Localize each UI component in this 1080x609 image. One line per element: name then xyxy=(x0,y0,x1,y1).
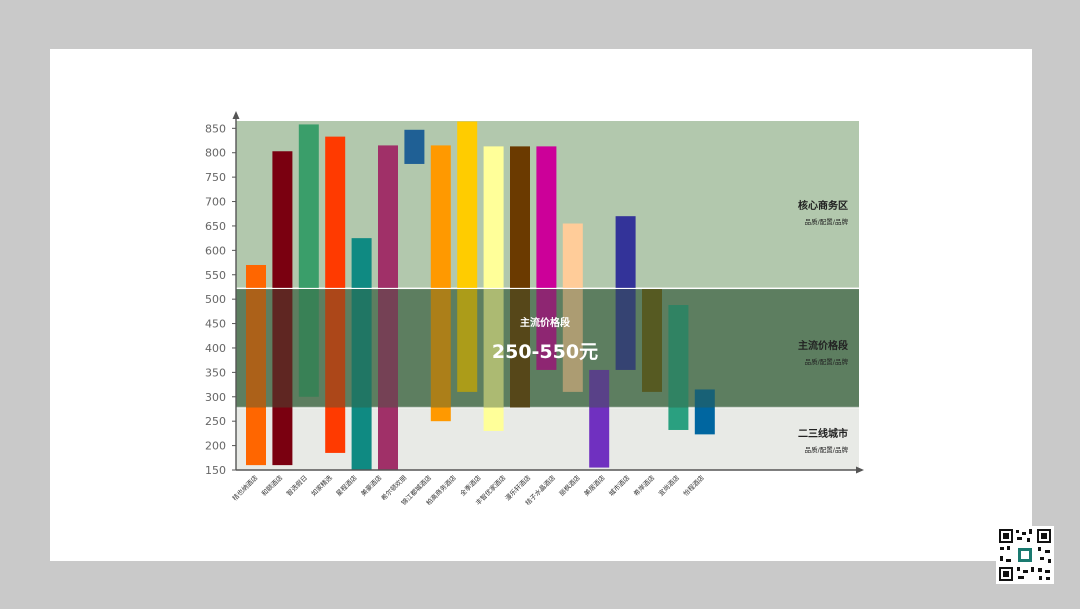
range-bar xyxy=(510,146,530,408)
range-bar xyxy=(325,136,346,453)
y-tick-label: 350 xyxy=(205,366,226,379)
x-tick-label: 丽枫酒店 xyxy=(557,473,582,498)
range-bar xyxy=(246,264,266,466)
y-tick-label: 750 xyxy=(205,171,226,184)
x-tick-label: 全季酒店 xyxy=(458,473,483,498)
x-tick-label: 美豪酒店 xyxy=(359,473,384,498)
x-tick-label: 美居酒店 xyxy=(582,473,607,498)
zone-subtitle: 品质/配置/品牌 xyxy=(805,445,849,454)
x-tick-label: 星程酒店 xyxy=(334,473,359,498)
y-tick-label: 550 xyxy=(205,269,226,282)
x-tick-label: 智选假日 xyxy=(284,473,309,498)
range-bar xyxy=(642,288,662,392)
x-tick-label: 桔也纳酒店 xyxy=(230,473,260,503)
slide: 150 200 250 300 350 400 450 500 550 600 650 700 750 8… xyxy=(50,49,1032,561)
y-tick-label: 850 xyxy=(205,122,226,135)
zone-subtitle: 品质/配置/品牌 xyxy=(805,357,849,366)
zone-title: 核心商务区 xyxy=(798,199,848,212)
x-tick-label: 如家精选 xyxy=(309,473,334,498)
zone-title: 二三线城市 xyxy=(798,427,848,440)
range-bar xyxy=(378,145,398,471)
zone-subtitle: 品质/配置/品牌 xyxy=(805,217,849,226)
y-tick-label: 800 xyxy=(205,147,226,160)
range-bar xyxy=(615,216,636,370)
y-tick-label: 150 xyxy=(205,464,226,477)
range-bar xyxy=(536,146,557,370)
range-bar xyxy=(404,129,425,164)
price-range-chart: 150 200 250 300 350 400 450 500 550 600 650 700 750 8… xyxy=(205,111,864,507)
x-tick-label: 希岸酒店 xyxy=(631,473,656,498)
y-tick-label: 400 xyxy=(205,342,226,355)
x-axis-arrow xyxy=(856,466,864,474)
range-bar xyxy=(298,124,319,397)
x-tick-label: 城市酒店 xyxy=(607,473,632,498)
range-bar xyxy=(694,389,715,435)
y-tick-label: 300 xyxy=(205,391,226,404)
mainstream-overlay xyxy=(236,288,859,408)
range-bar xyxy=(668,305,689,430)
zone-title: 主流价格段 xyxy=(798,339,848,352)
y-tick-label: 450 xyxy=(205,318,226,331)
y-tick-label: 650 xyxy=(205,220,226,233)
range-bar xyxy=(351,238,372,470)
range-bar xyxy=(562,223,583,392)
y-tick-label: 500 xyxy=(205,293,226,306)
y-tick-label: 250 xyxy=(205,415,226,428)
annotation-label: 主流价格段 xyxy=(520,316,570,329)
range-bar xyxy=(589,369,610,468)
y-axis-arrow xyxy=(232,111,240,119)
y-tick-label: 600 xyxy=(205,244,226,257)
x-tick-label: 怡程酒店 xyxy=(681,473,706,498)
x-tick-label: 和颐酒店 xyxy=(259,473,284,498)
annotation-range: 250-550元 xyxy=(492,341,598,363)
qr-code-icon xyxy=(996,526,1054,584)
range-bar xyxy=(430,145,451,422)
x-tick-label: 宜尚酒店 xyxy=(656,473,681,498)
y-tick-label: 200 xyxy=(205,440,226,453)
range-bar xyxy=(457,121,478,392)
range-bar xyxy=(272,151,293,466)
y-tick-label: 700 xyxy=(205,196,226,209)
